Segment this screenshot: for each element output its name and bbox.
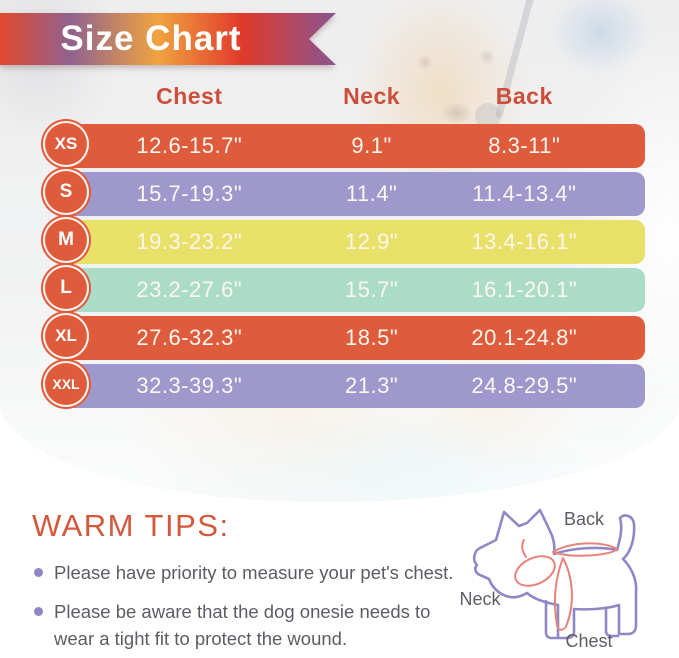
neck-value: 9.1" — [351, 133, 392, 158]
back-value: 8.3-11" — [488, 133, 561, 158]
size-table-rows: 12.6-15.7" 9.1" 8.3-11" XS 15.7-19.3" 11… — [43, 121, 645, 412]
bullet-icon — [34, 607, 43, 617]
neck-label: Neck — [459, 589, 501, 609]
table-row: 32.3-39.3" 21.3" 24.8-29.5" XXL — [43, 361, 645, 408]
back-value: 13.4-16.1" — [471, 229, 578, 254]
chest-value: 15.7-19.3" — [136, 181, 243, 206]
chest-value: 19.3-23.2" — [136, 229, 243, 254]
ribbon-shape: Size Chart — [0, 13, 336, 65]
back-value: 16.1-20.1" — [471, 277, 578, 302]
dog-measurement-drawing: Back Neck Chest — [459, 508, 638, 651]
tip-text: Please have priority to measure your pet… — [54, 562, 454, 583]
table-row: 19.3-23.2" 12.9" 13.4-16.1" M — [43, 217, 645, 264]
neck-value: 12.9" — [345, 229, 399, 254]
dog-outline — [472, 508, 638, 640]
warm-tips-section: WARM TIPS: Please have priority to measu… — [32, 508, 480, 658]
size-row-bar: 27.6-32.3" 18.5" 20.1-24.8" — [57, 316, 645, 360]
size-badge: XL — [43, 313, 89, 359]
chest-label: Chest — [565, 631, 612, 651]
back-value: 11.4-13.4" — [472, 181, 577, 206]
neck-value: 21.3" — [345, 373, 399, 398]
size-row-bar: 32.3-39.3" 21.3" 24.8-29.5" — [57, 364, 645, 408]
chest-measure-line — [554, 557, 573, 631]
dog-front-leg-2 — [544, 599, 559, 640]
warm-tips-heading: WARM TIPS: — [32, 508, 230, 543]
title-ribbon: Size Chart — [0, 13, 336, 65]
size-row-bar: 19.3-23.2" 12.9" 13.4-16.1" — [57, 220, 645, 264]
tip-item: Please have priority to measure your pet… — [32, 560, 470, 586]
size-row-bar: 15.7-19.3" 11.4" 11.4-13.4" — [57, 172, 645, 216]
chest-value: 32.3-39.3" — [136, 373, 243, 398]
tip-text: Please be aware that the dog onesie need… — [54, 601, 431, 649]
column-header-chest: Chest — [156, 83, 223, 109]
back-value: 24.8-29.5" — [471, 373, 578, 398]
column-header-back: Back — [495, 83, 553, 109]
warm-tips-list: Please have priority to measure your pet… — [32, 560, 470, 652]
back-measure-line — [552, 542, 619, 557]
table-row: 27.6-32.3" 18.5" 20.1-24.8" XL — [43, 313, 645, 360]
back-value: 20.1-24.8" — [471, 325, 578, 350]
table-header: Chest Neck Back — [57, 83, 645, 110]
measurement-diagram: Back Neck Chest — [446, 495, 679, 658]
size-row-bar: 23.2-27.6" 15.7" 16.1-20.1" — [57, 268, 645, 312]
size-badge: L — [43, 265, 89, 311]
neck-value: 15.7" — [345, 277, 399, 302]
table-row: 12.6-15.7" 9.1" 8.3-11" XS — [43, 121, 645, 168]
dog-hind-leg-2 — [604, 606, 620, 638]
chest-value: 27.6-32.3" — [136, 325, 243, 350]
size-badge: XXL — [43, 361, 89, 407]
page-title: Size Chart — [60, 19, 242, 58]
back-label: Back — [564, 509, 605, 529]
neck-value: 11.4" — [345, 181, 398, 206]
size-row-bar: 12.6-15.7" 9.1" 8.3-11" — [57, 124, 645, 168]
bullet-icon — [34, 568, 43, 577]
neck-measure-line — [514, 555, 556, 587]
chest-value: 23.2-27.6" — [136, 277, 243, 302]
neck-measure-hook — [521, 539, 527, 558]
size-badge: S — [43, 169, 89, 215]
neck-value: 18.5" — [345, 325, 399, 350]
table-row: 23.2-27.6" 15.7" 16.1-20.1" L — [43, 265, 645, 312]
size-badge: M — [43, 217, 89, 263]
column-header-neck: Neck — [343, 83, 401, 109]
tip-item: Please be aware that the dog onesie need… — [32, 599, 470, 652]
table-row: 15.7-19.3" 11.4" 11.4-13.4" S — [43, 169, 645, 216]
size-badge: XS — [43, 121, 89, 167]
chest-value: 12.6-15.7" — [136, 133, 243, 158]
